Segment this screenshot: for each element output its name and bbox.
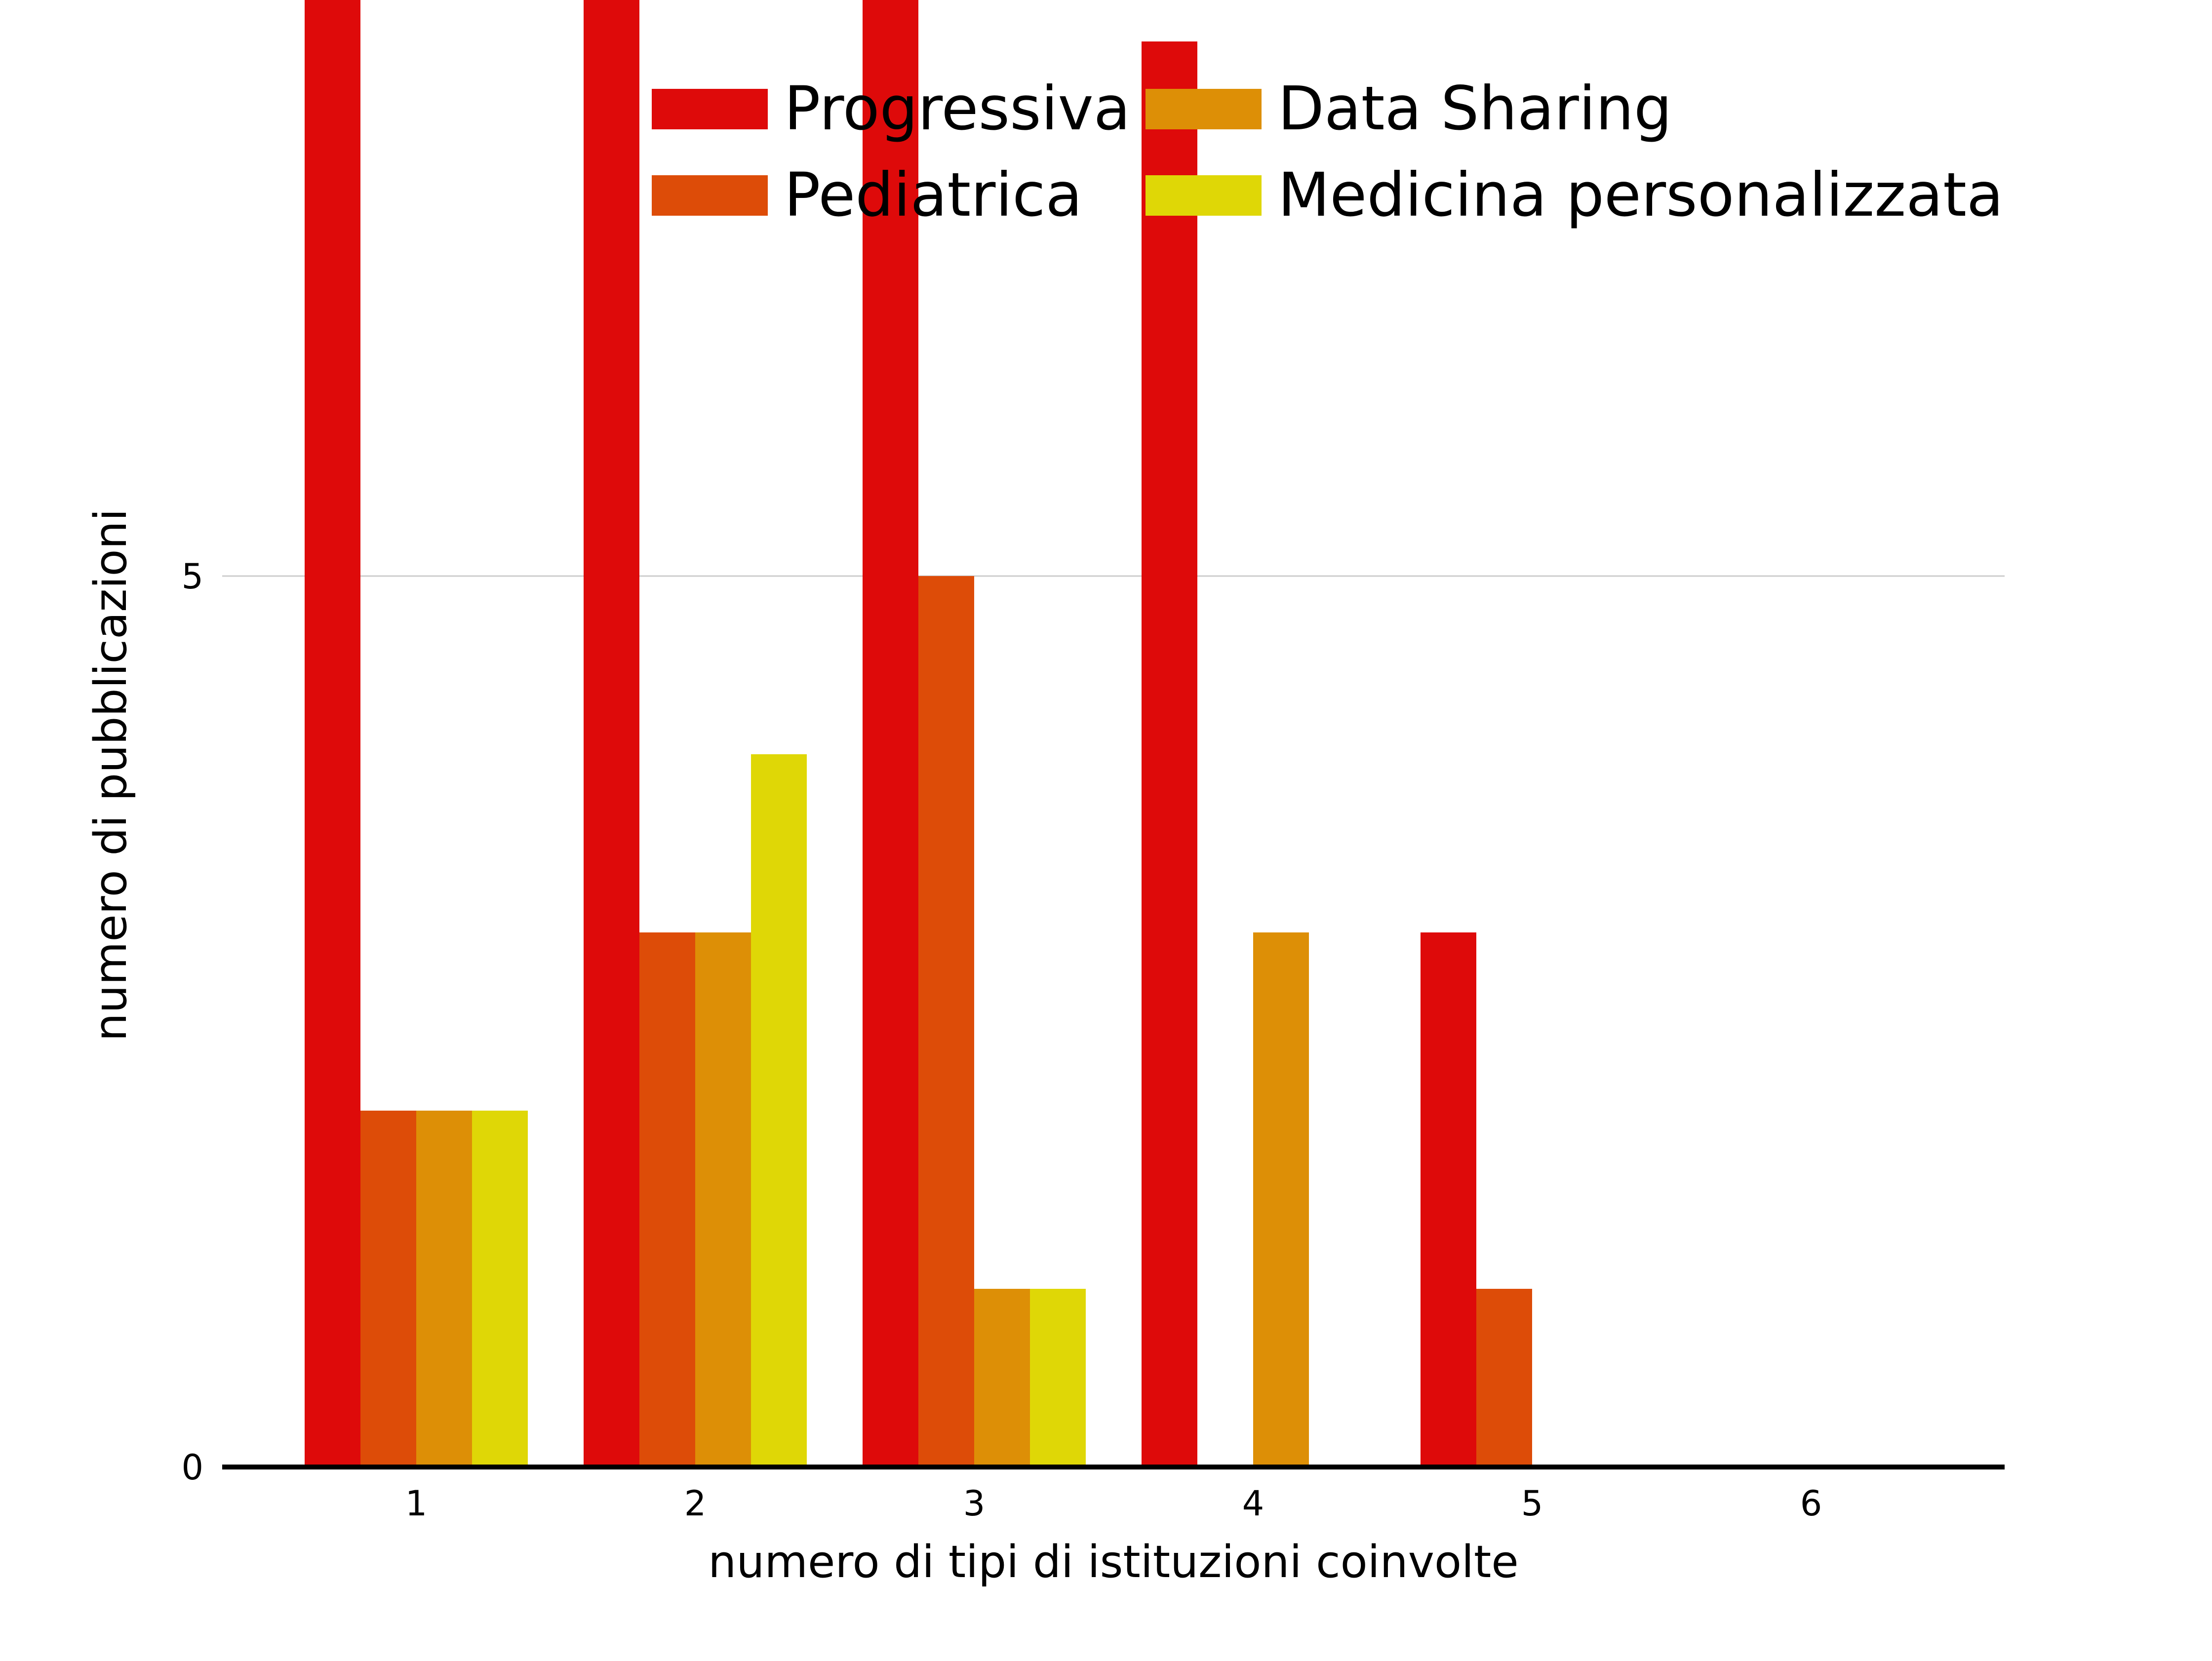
bar-pediatrica-2 (639, 932, 695, 1467)
bar-data-sharing-1 (416, 1111, 472, 1467)
y-axis-title: numero di pubblicazioni (85, 509, 137, 1042)
x-axis-ticks: 1 2 3 4 5 6 (405, 1483, 1822, 1524)
legend-swatch-pediatrica (652, 175, 768, 216)
bar-data-sharing-4 (1253, 932, 1309, 1467)
x-tick-label: 6 (1800, 1483, 1822, 1524)
legend-label: Medicina personalizzata (1278, 160, 2004, 230)
bar-progressiva-1 (305, 0, 360, 1467)
x-tick-label: 3 (963, 1483, 986, 1524)
legend-swatch-medicina-personalizzata (1146, 175, 1262, 216)
y-tick-label: 0 (181, 1447, 203, 1488)
legend-swatch-progressiva (652, 89, 768, 129)
x-tick-label: 4 (1242, 1483, 1264, 1524)
bar-pediatrica-1 (360, 1111, 416, 1467)
bar-medicina-personalizzata-3 (1030, 1289, 1086, 1467)
y-tick-label: 5 (181, 556, 203, 597)
legend-label: Progressiva (784, 74, 1131, 144)
bar-data-sharing-3 (974, 1289, 1030, 1467)
x-tick-label: 5 (1521, 1483, 1543, 1524)
legend: Progressiva Pediatrica Data Sharing Medicin… (652, 74, 2004, 230)
bar-pediatrica-5 (1476, 1289, 1532, 1467)
bar-progressiva-5 (1421, 932, 1476, 1467)
x-axis-title: numero di tipi di istituzioni coinvolte (708, 1536, 1518, 1588)
bar-progressiva-4 (1142, 41, 1197, 1467)
legend-label: Data Sharing (1278, 74, 1672, 144)
x-tick-label: 1 (405, 1483, 428, 1524)
bar-data-sharing-2 (695, 932, 751, 1467)
legend-label: Pediatrica (784, 160, 1082, 230)
bar-medicina-personalizzata-1 (472, 1111, 528, 1467)
bar-medicina-personalizzata-2 (751, 754, 807, 1467)
x-tick-label: 2 (684, 1483, 707, 1524)
bar-pediatrica-3 (918, 576, 974, 1467)
bar-progressiva-2 (584, 0, 639, 1467)
y-axis-ticks: 05101520253035 (181, 556, 203, 1488)
legend-swatch-data-sharing (1146, 89, 1262, 129)
bars (305, 0, 1532, 1467)
bar-progressiva-3 (863, 0, 918, 1467)
gridlines (222, 575, 2005, 577)
